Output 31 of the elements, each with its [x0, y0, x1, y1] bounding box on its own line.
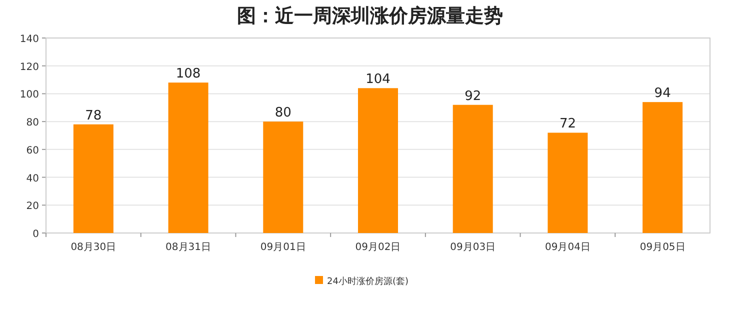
y-tick-label: 80	[26, 118, 39, 129]
x-tick-label: 08月30日	[70, 242, 116, 253]
y-tick-label: 20	[26, 201, 39, 212]
y-tick-label: 120	[20, 62, 39, 73]
bar	[263, 122, 304, 233]
data-label: 92	[464, 88, 482, 104]
chart-title: 图：近一周深圳涨价房源量走势	[237, 5, 503, 27]
bar	[548, 132, 588, 233]
x-tick-label: 09月05日	[640, 242, 686, 253]
bar	[358, 88, 398, 233]
bar	[168, 82, 208, 233]
y-tick-label: 40	[26, 173, 39, 184]
bar	[452, 104, 493, 233]
x-tick-label: 09月03日	[450, 242, 496, 253]
bar	[642, 102, 683, 233]
bar	[73, 124, 114, 233]
data-label: 104	[366, 72, 390, 88]
data-label: 78	[85, 108, 102, 124]
y-tick-label: 60	[26, 145, 39, 156]
legend: 24小时涨价房源(套)	[315, 276, 408, 287]
x-tick-label: 09月02日	[355, 242, 401, 253]
y-tick-label: 0	[32, 229, 39, 240]
x-tick-label: 08月31日	[166, 242, 212, 253]
data-label: 80	[274, 106, 292, 121]
data-label: 94	[654, 86, 671, 102]
y-tick-label: 140	[20, 34, 39, 45]
y-tick-label: 100	[20, 90, 39, 101]
data-label: 108	[176, 66, 201, 82]
x-tick-label: 09月04日	[544, 242, 590, 253]
x-tick-label: 09月01日	[260, 242, 306, 253]
data-label: 72	[559, 116, 576, 132]
